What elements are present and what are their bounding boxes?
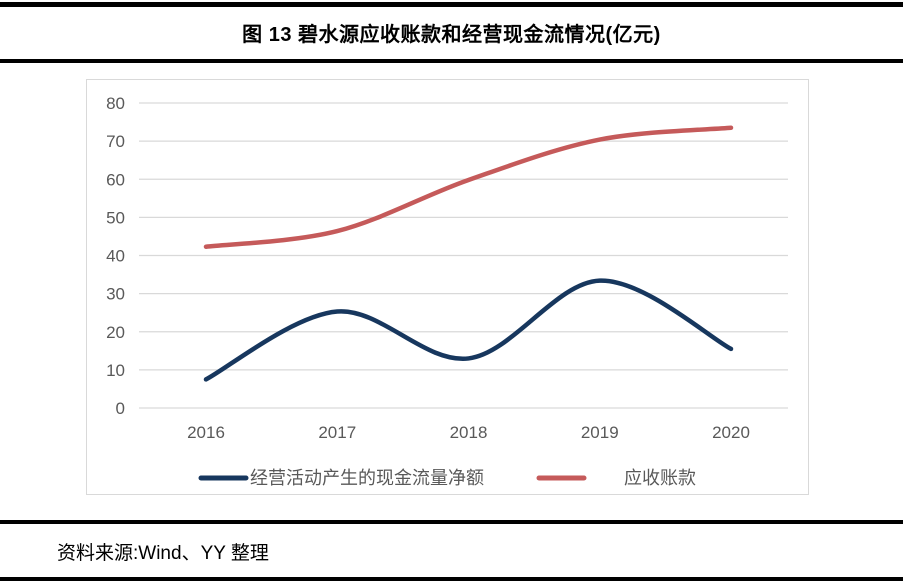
line-chart: 0 10 20 30 40 50 60 70 80 2016 2017 2018 2019 2020 经营活… (106, 94, 788, 488)
y-tick-label: 0 (116, 399, 125, 418)
y-tick-label: 80 (106, 94, 125, 113)
chart-frame: 0 10 20 30 40 50 60 70 80 2016 2017 2018 2019 2020 经营活… (86, 79, 809, 495)
series-line-1 (203, 125, 734, 249)
x-tick-label: 2020 (712, 423, 750, 442)
source-note: 资料来源:Wind、YY 整理 (57, 543, 269, 564)
y-tick-label: 60 (106, 170, 125, 189)
y-tick-label: 70 (106, 132, 125, 151)
y-tick-label: 50 (106, 208, 125, 227)
x-tick-label: 2018 (450, 423, 488, 442)
y-tick-label: 10 (106, 361, 125, 380)
figure-title: 图 13 碧水源应收账款和经营现金流情况(亿元) (242, 24, 661, 46)
source-divider (0, 520, 903, 524)
legend-label-0: 经营活动产生的现金流量净额 (250, 468, 484, 488)
x-tick-label: 2016 (187, 423, 225, 442)
title-divider (0, 59, 903, 63)
y-tick-label: 40 (106, 247, 125, 266)
top-divider (0, 2, 903, 7)
legend-label-1: 应收账款 (624, 468, 696, 488)
series-line-0 (203, 278, 734, 382)
y-tick-label: 20 (106, 323, 125, 342)
x-tick-label: 2019 (581, 423, 619, 442)
x-tick-label: 2017 (318, 423, 356, 442)
y-tick-label: 30 (106, 285, 125, 304)
bottom-divider (0, 577, 903, 581)
